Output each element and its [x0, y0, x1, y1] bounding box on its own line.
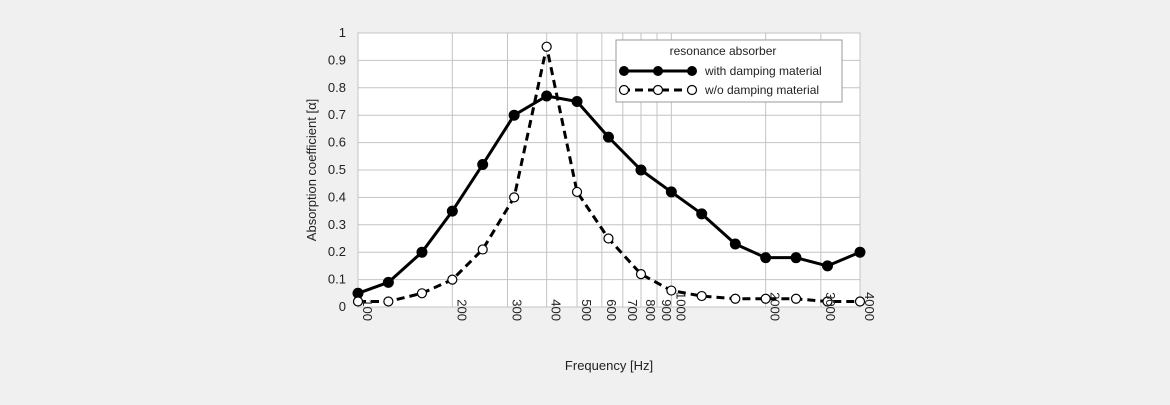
- y-tick-label: 0.2: [328, 244, 346, 259]
- legend-marker-1: [619, 66, 629, 76]
- series-1-point: [790, 252, 802, 264]
- series-2-point: [352, 296, 364, 307]
- series-1-point: [635, 164, 647, 176]
- series-2-point: [822, 296, 833, 307]
- tick-labels: 0 0.1 0.2 0.3 0.4 0.5 0.6 0.7 0.8 0.9 1 100 200 300 40…: [328, 25, 877, 321]
- legend-marker-1: [653, 66, 663, 76]
- series-1-point: [665, 186, 677, 198]
- legend: resonance absorber with damping material…: [615, 39, 843, 103]
- legend-marker-2: [686, 84, 698, 96]
- series-2-point: [603, 233, 614, 244]
- legend-marker-2: [652, 84, 664, 96]
- y-tick-label: 0: [339, 299, 346, 314]
- series-2-point: [635, 269, 647, 280]
- x-tick-label: 100: [360, 299, 375, 321]
- series-1-point: [541, 90, 553, 102]
- data-series: [352, 41, 866, 307]
- series-2-point: [509, 192, 520, 203]
- x-tick-label: 1000: [673, 292, 688, 321]
- series-2-point: [447, 274, 458, 285]
- series-2-point: [666, 285, 677, 296]
- x-tick-label: 200: [454, 299, 469, 321]
- x-tick-label: 500: [579, 299, 594, 321]
- x-tick-label: 3000: [823, 292, 838, 321]
- legend-marker-2: [618, 84, 630, 96]
- series-1-point: [416, 246, 428, 258]
- series-1-point: [602, 131, 614, 143]
- y-axis-title: Absorption coefficient [α]: [304, 99, 319, 241]
- series-1-point: [571, 96, 583, 107]
- legend-label-2: w/o damping material: [704, 83, 819, 97]
- series-2-point: [477, 244, 488, 255]
- series-2-point: [696, 290, 707, 302]
- y-tick-label: 1: [339, 25, 346, 40]
- series-1-point: [446, 205, 458, 217]
- series-1-point: [854, 246, 866, 258]
- x-tick-label: 400: [549, 299, 564, 321]
- series-2-point: [790, 293, 802, 304]
- y-tick-label: 0.8: [328, 80, 346, 95]
- legend-marker-1: [687, 66, 697, 76]
- series-2-point: [571, 186, 583, 198]
- series-2-point: [760, 293, 771, 304]
- legend-label-1: with damping material: [704, 64, 822, 78]
- series-2-point: [416, 288, 428, 299]
- x-tick-label: 800: [643, 299, 658, 321]
- series-1-point: [696, 208, 708, 220]
- x-tick-label: 2000: [768, 292, 783, 321]
- x-tick-label: 900: [659, 299, 674, 321]
- y-tick-label: 0.7: [328, 107, 346, 122]
- series-1-point: [477, 159, 489, 171]
- y-tick-label: 0.4: [328, 189, 346, 204]
- series-1-point: [382, 276, 394, 288]
- series-1-point: [760, 252, 772, 264]
- y-tick-label: 0.9: [328, 52, 346, 67]
- series-1-point: [508, 109, 520, 121]
- series-2-point: [854, 296, 866, 307]
- series-2-point: [383, 296, 394, 307]
- series-1-point: [729, 238, 741, 250]
- legend-title: resonance absorber: [670, 44, 777, 58]
- y-tick-label: 0.1: [328, 272, 346, 287]
- series-2-point: [541, 41, 552, 52]
- x-tick-label: 300: [510, 299, 525, 321]
- x-tick-label: 700: [625, 299, 640, 321]
- y-tick-label: 0.5: [328, 162, 346, 177]
- y-tick-label: 0.3: [328, 217, 346, 232]
- x-tick-label: 4000: [862, 292, 877, 321]
- x-axis-title: Frequency [Hz]: [565, 358, 653, 373]
- series-1-point: [821, 260, 833, 272]
- y-tick-label: 0.6: [328, 135, 346, 150]
- series-2-point: [730, 293, 741, 304]
- x-tick-label: 600: [604, 299, 619, 321]
